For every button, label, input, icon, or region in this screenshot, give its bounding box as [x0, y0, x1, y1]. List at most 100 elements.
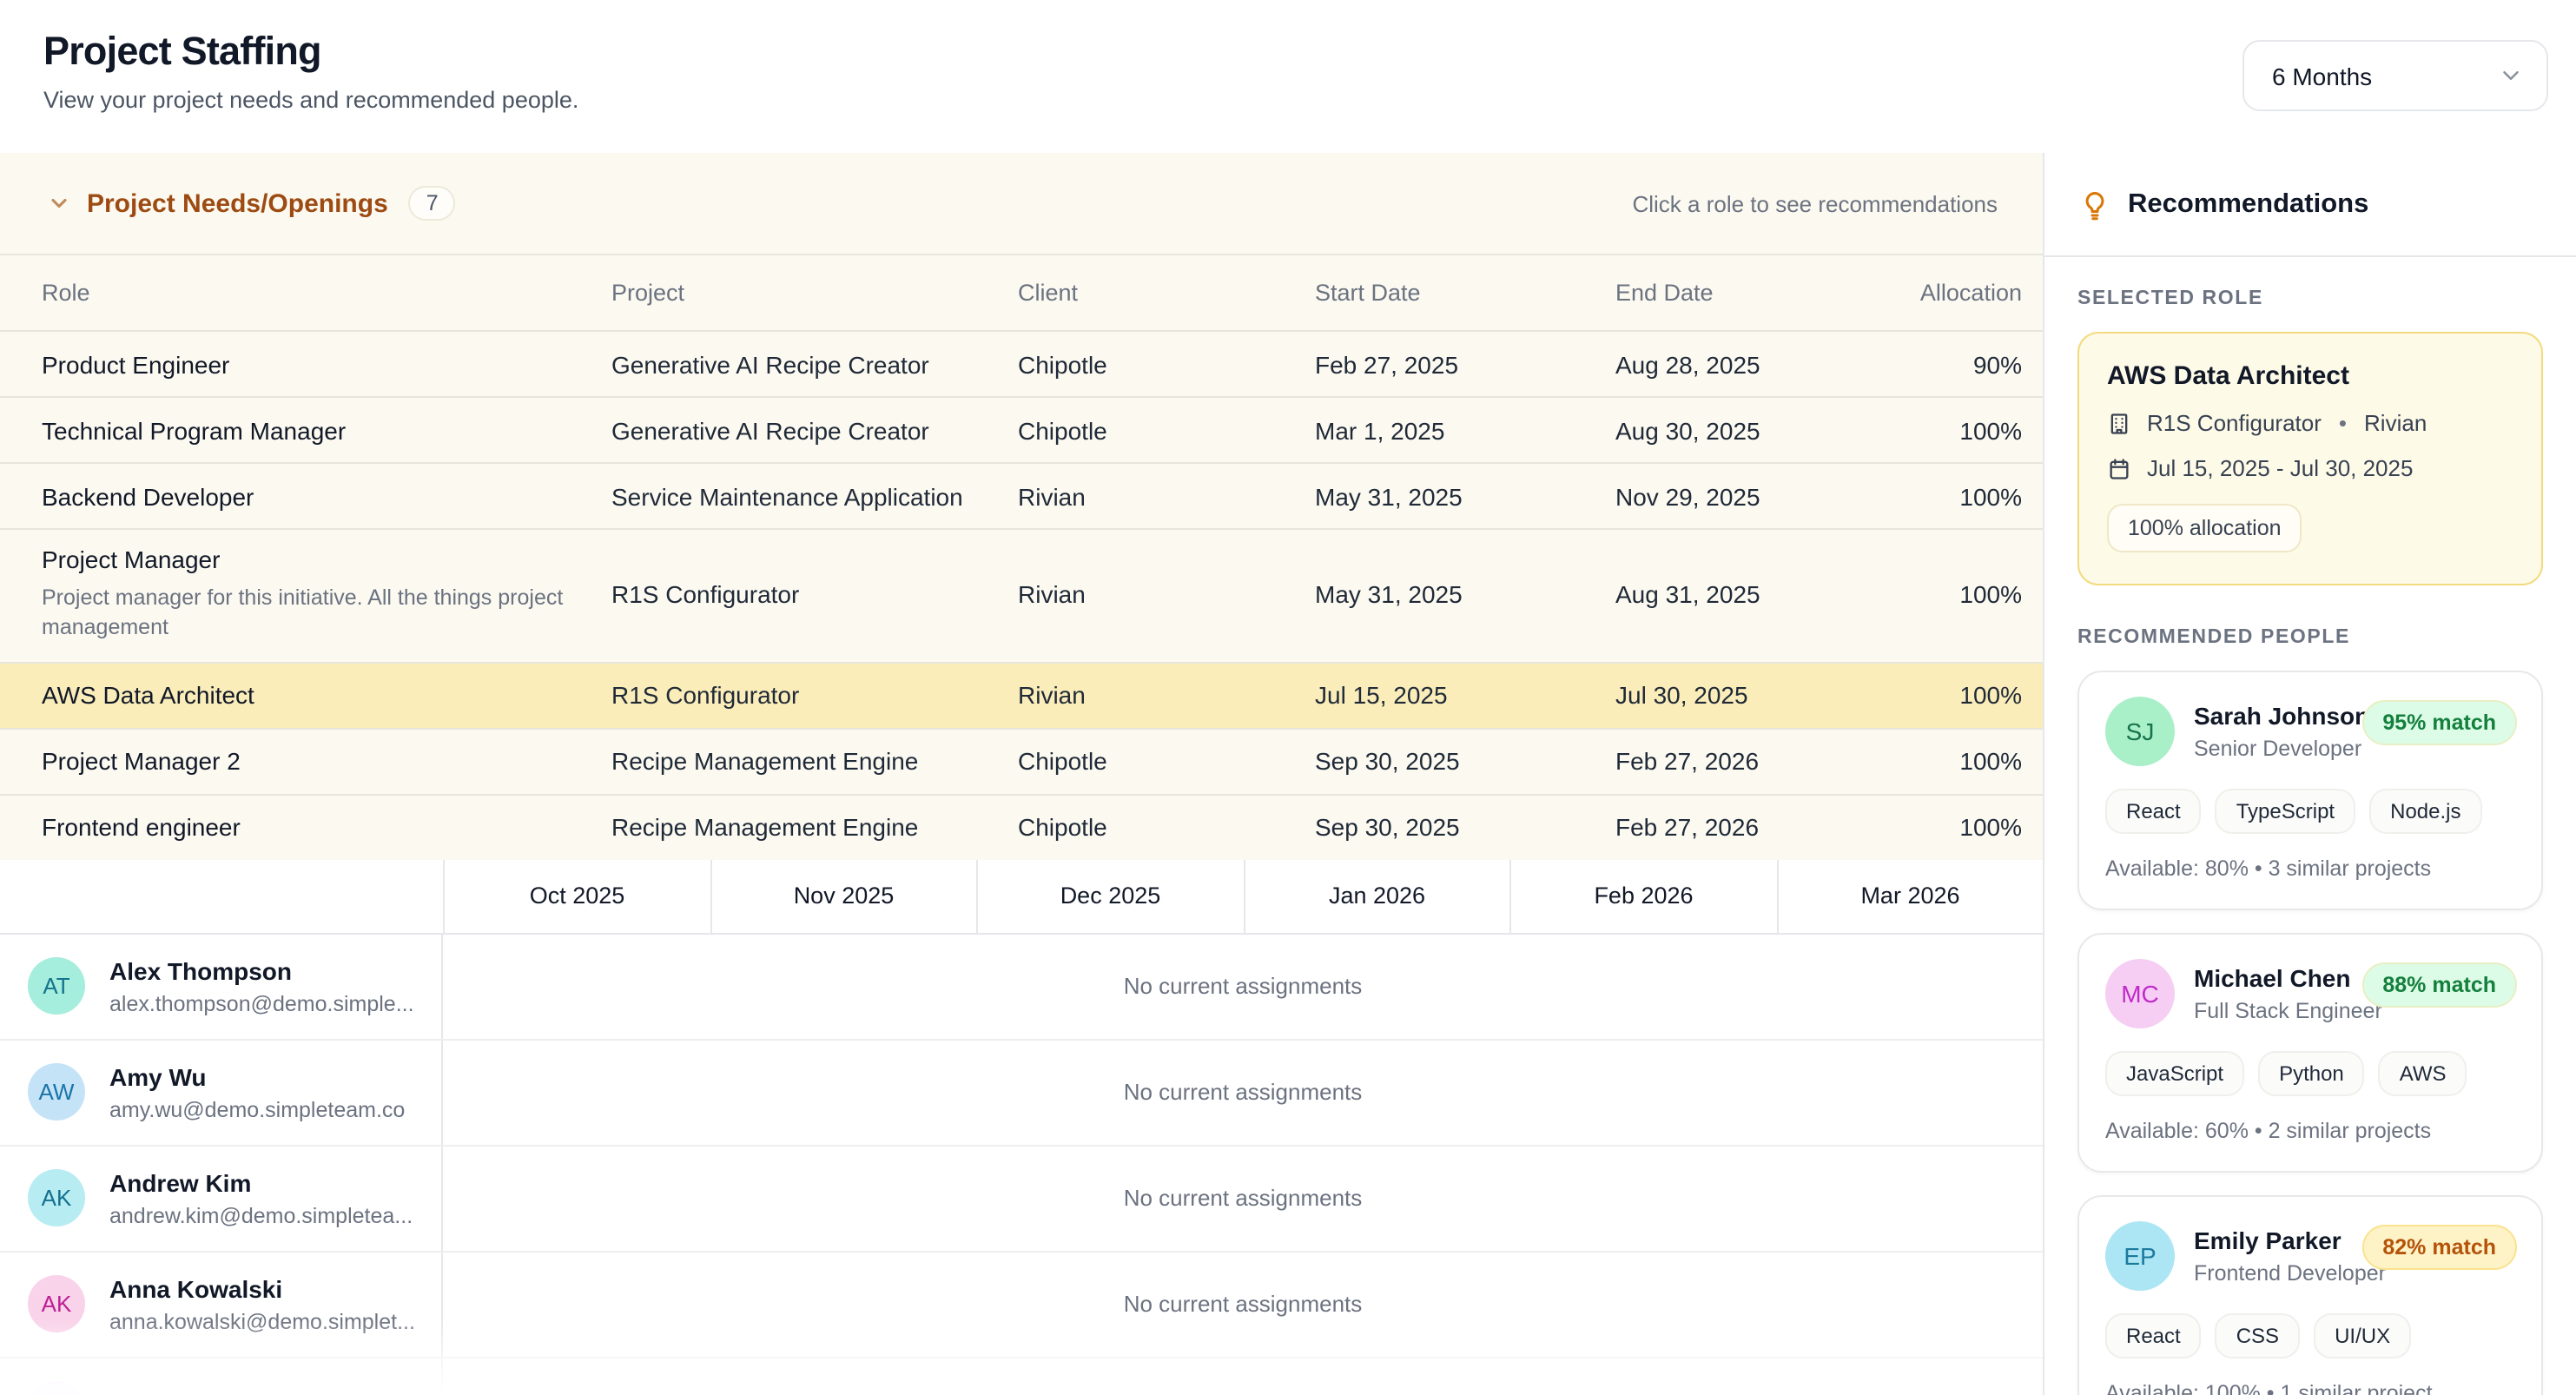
client-cell: Chipotle [1018, 747, 1107, 776]
role-cell: Product Engineer [42, 350, 230, 378]
start-date-cell: Mar 1, 2025 [1315, 416, 1445, 444]
table-row-aws-data-architect-selected[interactable]: AWS Data Architect R1S Configurator Rivi… [0, 661, 2043, 728]
client-cell: Rivian [1018, 482, 1086, 510]
timeline-name-column-spacer [0, 860, 443, 933]
needs-section: Project Needs/Openings 7 Click a role to… [0, 153, 2043, 860]
assignment-status: No current assignments [1123, 1079, 1363, 1106]
assignment-status: No current assignments [1123, 1185, 1363, 1212]
selected-role-dates: Jul 15, 2025 - Jul 30, 2025 [2147, 455, 2414, 481]
allocation-cell: 100% [1959, 681, 2022, 710]
end-date-cell: Feb 27, 2026 [1615, 747, 1760, 776]
end-date-cell: Nov 29, 2025 [1615, 482, 1760, 510]
avatar: AK [28, 1169, 85, 1227]
start-date-cell: Jul 15, 2025 [1315, 681, 1448, 710]
table-row-technical-program-manager[interactable]: Technical Program Manager Generative AI … [0, 396, 2043, 462]
chevron-down-icon [2498, 63, 2524, 89]
client-cell: Chipotle [1018, 350, 1107, 378]
person-card-name: Emily Parker [2194, 1226, 2342, 1255]
skill-chip: React [2105, 789, 2202, 834]
person-card-header: SJ Sarah Johnson Senior Developer [2105, 697, 2515, 766]
assignment-status: No current assignments [1123, 973, 1363, 1000]
table-row-product-engineer[interactable]: Product Engineer Generative AI Recipe Cr… [0, 330, 2043, 396]
person-card-title: Senior Developer [2194, 736, 2362, 761]
role-cell: AWS Data Architect [42, 681, 254, 710]
page-subtitle: View your project needs and recommended … [43, 87, 579, 113]
person-name: Andrew Kim [109, 1168, 252, 1197]
role-name: Project Manager [42, 545, 221, 573]
skills-row: React TypeScript Node.js [2105, 789, 2515, 834]
lightbulb-icon [2079, 188, 2110, 220]
table-row-frontend-engineer[interactable]: Frontend engineer Recipe Management Engi… [0, 793, 2043, 860]
role-description: Project manager for this initiative. All… [42, 585, 564, 639]
month-cell: Feb 2026 [1509, 859, 1776, 933]
table-row-project-manager[interactable]: Project Manager Project manager for this… [0, 528, 2043, 662]
person-card-name: Sarah Johnson [2194, 702, 2370, 731]
client-cell: Rivian [1018, 579, 1086, 608]
client-cell: Rivian [1018, 681, 1086, 710]
needs-collapse-toggle[interactable]: Project Needs/Openings 7 [47, 186, 456, 221]
sidebar-title: Recommendations [2128, 188, 2369, 218]
start-date-cell: Sep 30, 2025 [1315, 747, 1460, 776]
needs-header: Project Needs/Openings 7 Click a role to… [0, 153, 2043, 255]
person-info[interactable]: AT Alex Thompson alex.thompson@demo.simp… [0, 934, 443, 1039]
person-name: Alex Thompson [109, 956, 293, 985]
availability-text: Available: 80% • 3 similar projects [2105, 856, 2432, 881]
time-range-value: 6 Months [2272, 62, 2373, 89]
month-cell: Mar 2026 [1776, 859, 2043, 933]
table-row-project-manager-2[interactable]: Project Manager 2 Recipe Management Engi… [0, 727, 2043, 794]
project-cell: R1S Configurator [611, 681, 800, 710]
skill-chip: Node.js [2369, 789, 2482, 834]
availability-text: Available: 60% • 2 similar projects [2105, 1119, 2432, 1143]
person-card-sarah-johnson[interactable]: 95% match SJ Sarah Johnson Senior Develo… [2077, 671, 2543, 910]
building-icon [2107, 411, 2131, 435]
avatar: AT [28, 1381, 85, 1395]
needs-count-badge: 7 [408, 186, 456, 221]
main-area: Project Needs/Openings 7 Click a role to… [0, 153, 2576, 1395]
recommendations-sidebar: Recommendations SELECTED ROLE AWS Data A… [2043, 153, 2576, 1395]
person-row-amy-wu: AW Amy Wu amy.wu@demo.simpleteam.co No c… [0, 1040, 2043, 1147]
calendar-icon [2107, 456, 2131, 480]
assignment-status: No current assignments [443, 1359, 2043, 1395]
time-range-select[interactable]: 6 Months [2242, 40, 2548, 111]
avatar: AK [28, 1275, 85, 1333]
role-cell: Project Manager Project manager for this… [42, 545, 611, 643]
selected-role-label: SELECTED ROLE [2077, 288, 2263, 309]
selected-role-project-row: R1S Configurator • Rivian [2107, 410, 2513, 436]
match-badge: 82% match [2361, 1225, 2517, 1270]
start-date-cell: May 31, 2025 [1315, 579, 1463, 608]
person-name: Anna Kowalski [109, 1274, 283, 1303]
col-header-allocation: Allocation [1919, 280, 2022, 306]
person-info[interactable]: AW Amy Wu amy.wu@demo.simpleteam.co [0, 1040, 443, 1145]
person-email: amy.wu@demo.simpleteam.co [109, 1097, 406, 1122]
end-date-cell: Feb 27, 2026 [1615, 813, 1760, 842]
table-row-backend-developer[interactable]: Backend Developer Service Maintenance Ap… [0, 462, 2043, 528]
col-header-project: Project [611, 280, 685, 306]
needs-hint: Click a role to see recommendations [1632, 190, 1998, 216]
skills-row: React CSS UI/UX [2105, 1313, 2515, 1359]
skill-chip: AWS [2378, 1051, 2467, 1096]
page-title: Project Staffing [43, 30, 322, 73]
avatar: AT [28, 957, 85, 1015]
person-card-title: Frontend Developer [2194, 1260, 2386, 1286]
person-card-michael-chen[interactable]: 88% match MC Michael Chen Full Stack Eng… [2077, 933, 2543, 1173]
person-card-title: Full Stack Engineer [2194, 998, 2382, 1023]
person-card-header: EP Emily Parker Frontend Developer [2105, 1221, 2515, 1291]
person-card-emily-parker[interactable]: 82% match EP Emily Parker Frontend Devel… [2077, 1195, 2543, 1395]
person-info[interactable]: AK Anna Kowalski anna.kowalski@demo.simp… [0, 1252, 443, 1357]
role-cell: Project Manager 2 [42, 747, 241, 776]
match-badge: 95% match [2361, 700, 2517, 745]
person-email: andrew.kim@demo.simpletea... [109, 1203, 413, 1228]
start-date-cell: May 31, 2025 [1315, 482, 1463, 510]
person-card-avatar: SJ [2105, 697, 2175, 766]
allocation-cell: 100% [1959, 813, 2022, 842]
end-date-cell: Aug 30, 2025 [1615, 416, 1760, 444]
skill-chip: CSS [2215, 1313, 2301, 1359]
person-card-header: MC Michael Chen Full Stack Engineer [2105, 959, 2515, 1028]
allocation-cell: 100% [1959, 482, 2022, 510]
skill-chip: UI/UX [2314, 1313, 2412, 1359]
col-header-client: Client [1018, 280, 1079, 306]
person-info[interactable]: AK Andrew Kim andrew.kim@demo.simpletea.… [0, 1146, 443, 1251]
availability-text: Available: 100% • 1 similar project [2105, 1381, 2433, 1395]
person-info[interactable]: AT Ashley Turner [0, 1358, 443, 1395]
skill-chip: React [2105, 1313, 2202, 1359]
